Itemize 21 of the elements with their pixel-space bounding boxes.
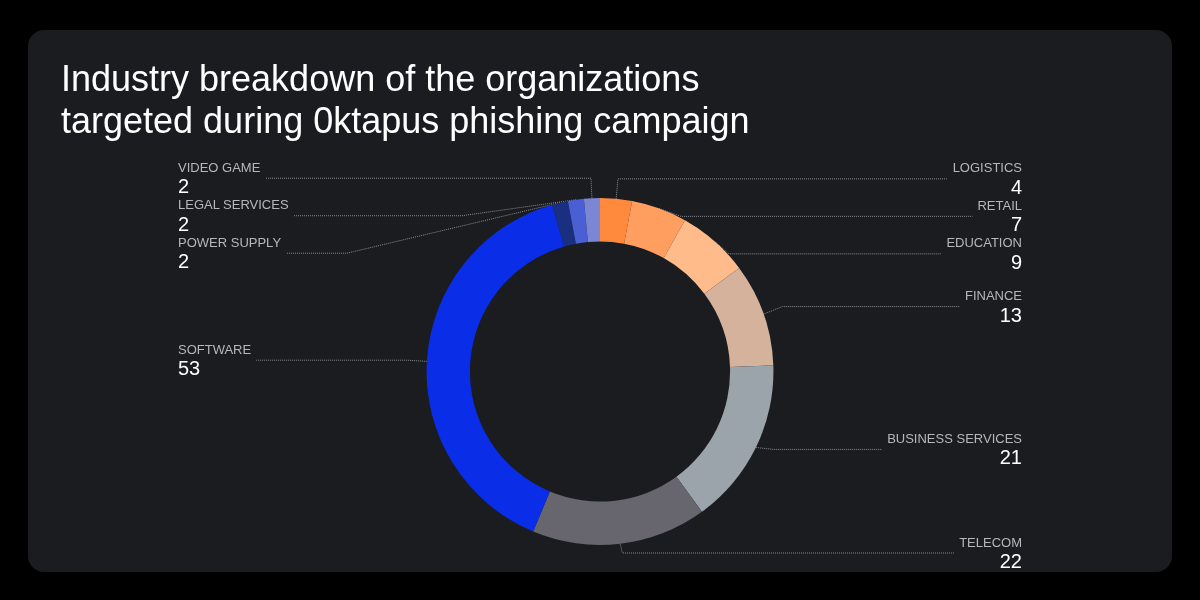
slice-label: FINANCE (964, 288, 1023, 304)
slice-label: EDUCATION (946, 235, 1022, 251)
slice-label: BUSINESS SERVICES (887, 430, 1023, 446)
data-label: 2 (178, 175, 190, 198)
data-label: 2 (178, 250, 190, 273)
slice-label: VIDEO GAME (178, 159, 261, 175)
data-label: 2 (178, 212, 190, 235)
slice-label: RETAIL (977, 197, 1022, 213)
data-label: 7 (1010, 213, 1022, 236)
slice-label: LEGAL SERVICES (178, 197, 289, 213)
data-label: 21 (999, 446, 1022, 469)
data-label: 9 (1010, 250, 1022, 273)
data-label: 53 (178, 357, 201, 380)
data-label: 4 (1010, 175, 1022, 198)
slice-label: SOFTWARE (178, 341, 252, 357)
slice-label: POWER SUPPLY (178, 234, 282, 250)
data-label: 22 (999, 550, 1022, 572)
data-label: 13 (999, 303, 1022, 326)
chart-title: Industry breakdown of the organizations targeted during 0ktapus phishing campaign (61, 57, 750, 141)
slice-label: LOGISTICS (952, 160, 1023, 176)
slice-label: TELECOM (959, 534, 1022, 550)
